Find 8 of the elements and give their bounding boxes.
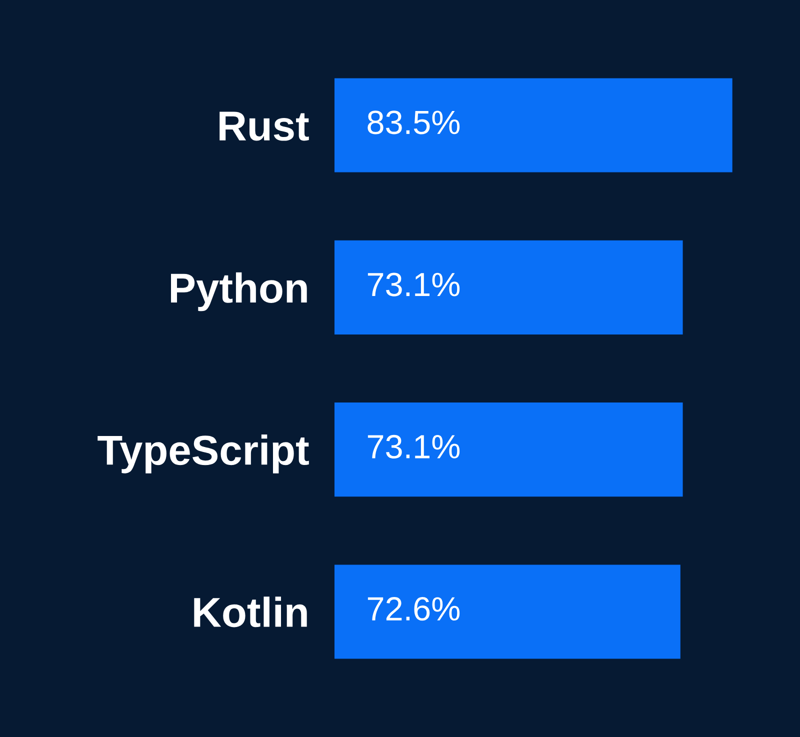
y-tick-label: Rust bbox=[220, 112, 309, 141]
y-tick-label: Python bbox=[171, 272, 307, 312]
y-tick-label: TypeScript bbox=[98, 434, 309, 474]
data-label: 72.6% bbox=[368, 597, 460, 621]
data-label: 83.5% bbox=[368, 110, 460, 134]
y-tick-label: Kotlin bbox=[194, 596, 307, 628]
data-label: 73.1% bbox=[368, 272, 460, 296]
data-label: 73.1% bbox=[368, 434, 460, 459]
